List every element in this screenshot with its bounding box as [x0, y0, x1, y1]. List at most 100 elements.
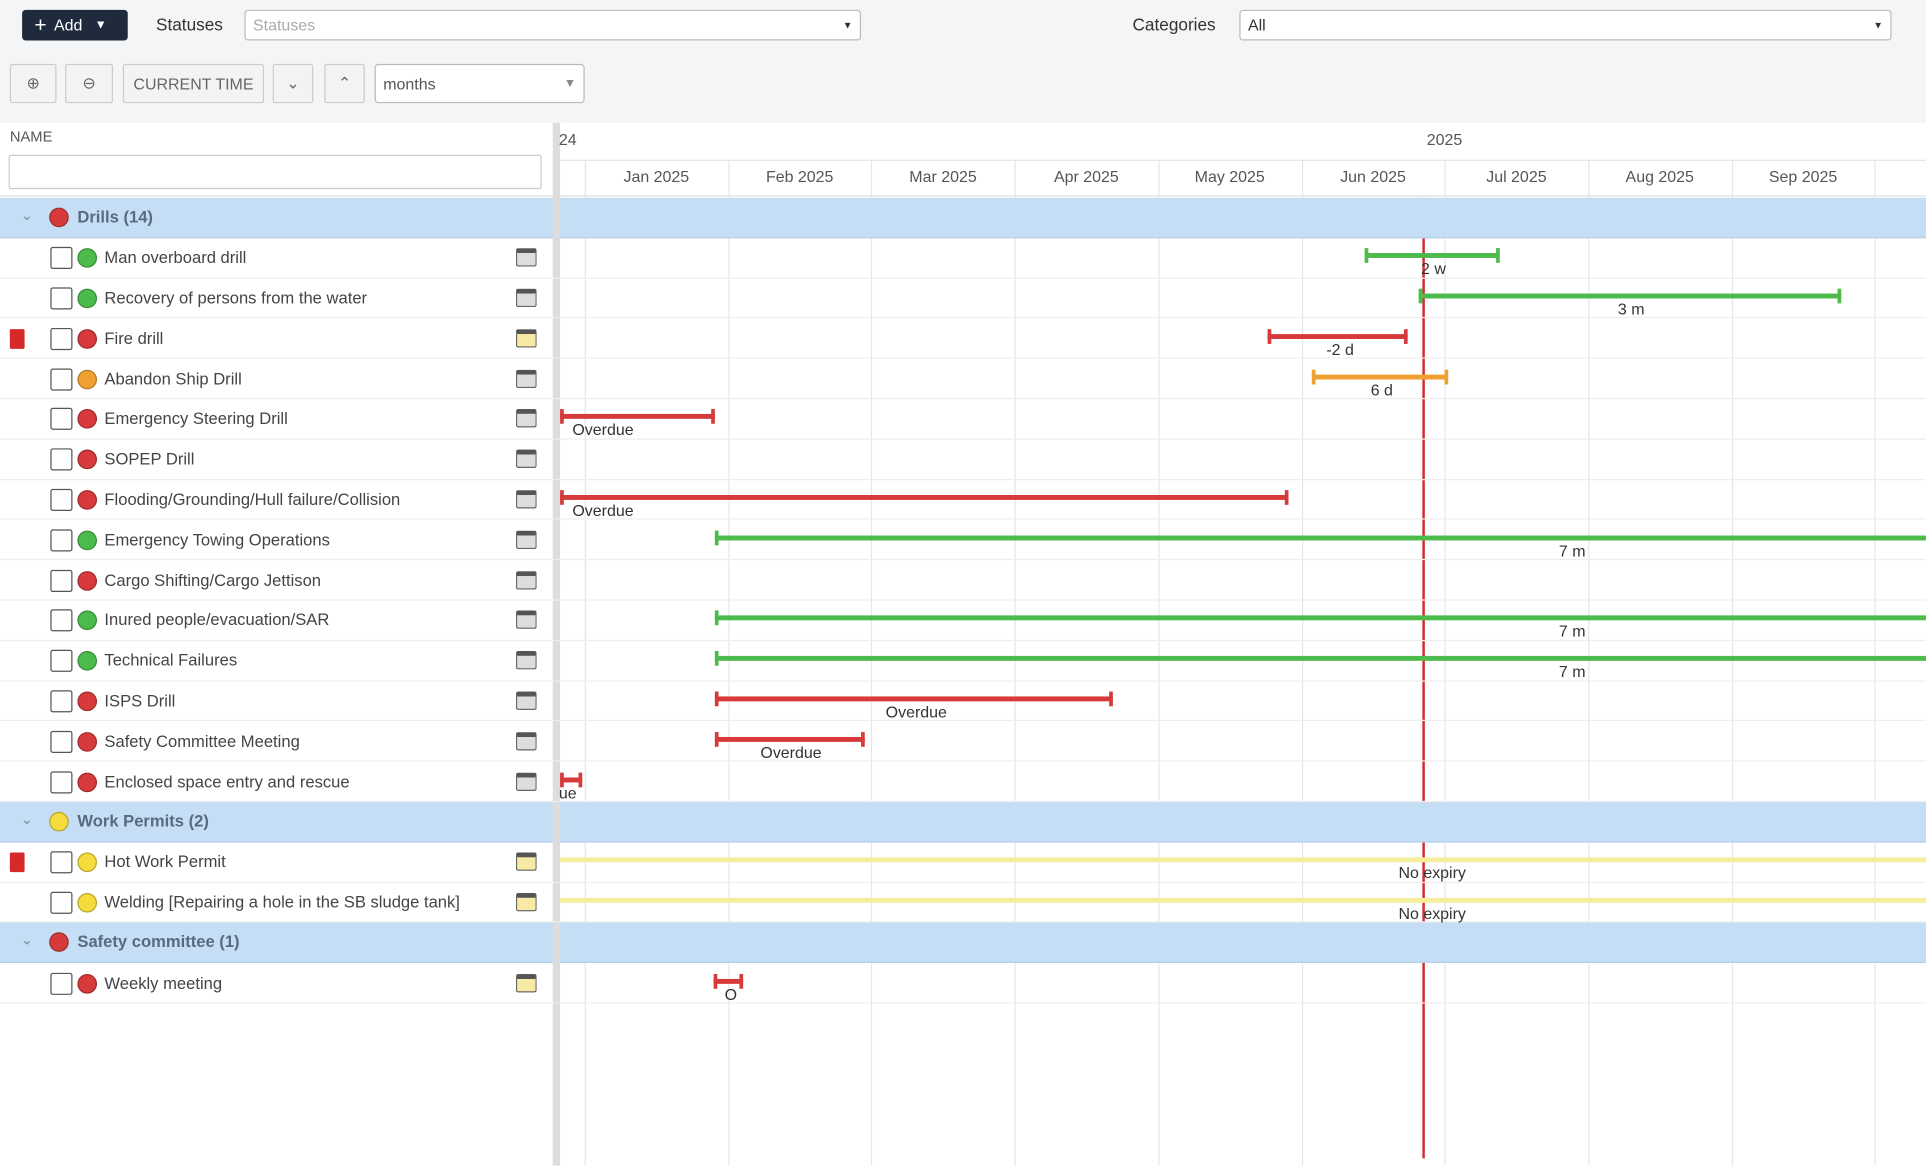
checkbox[interactable] [50, 690, 73, 713]
month-divider [1444, 159, 1446, 1166]
calendar-icon[interactable] [515, 772, 537, 791]
bar-cap [861, 731, 865, 747]
checkbox[interactable] [50, 730, 73, 753]
checkbox[interactable] [50, 488, 73, 511]
row-divider [0, 438, 1926, 440]
checkbox[interactable] [50, 367, 73, 391]
item-name: Technical Failures [104, 651, 238, 670]
checkbox[interactable] [50, 972, 73, 995]
bar-cap [714, 651, 719, 666]
statuses-select[interactable]: Statuses ▼ [244, 9, 862, 41]
checkbox[interactable] [50, 851, 73, 874]
bar-cap [739, 973, 744, 989]
categories-label: Categories [1132, 14, 1216, 35]
row-divider [0, 881, 1926, 883]
bar-cap [560, 490, 564, 505]
item-name: ISPS Drill [104, 691, 176, 710]
checkbox[interactable] [50, 650, 73, 673]
group-row-left [552, 197, 561, 239]
item-name: Safety Committee Meeting [104, 731, 300, 751]
zoom-out[interactable]: ⊖ [65, 63, 114, 104]
bar-cap [1284, 490, 1289, 505]
tree-header: NAME [0, 123, 553, 197]
calendar-icon[interactable] [515, 892, 537, 912]
checkbox[interactable] [50, 569, 73, 592]
bar [560, 897, 1926, 903]
status-dot [77, 530, 98, 551]
bar [1364, 253, 1500, 259]
statuses-label: Statuses [155, 14, 223, 35]
row-divider [0, 277, 1926, 279]
month-label: May 2025 [1194, 167, 1265, 186]
splitter[interactable] [552, 122, 561, 1166]
item-name: Emergency Towing Operations [104, 530, 330, 549]
bar-cap [714, 610, 719, 626]
calendar-icon[interactable] [515, 490, 537, 509]
bar [560, 495, 1289, 500]
calendar-icon[interactable] [515, 409, 537, 428]
add-button[interactable]: + Add ▼ [22, 9, 128, 41]
calendar-icon[interactable] [515, 248, 537, 267]
calendar-icon[interactable] [515, 691, 537, 710]
status-dot [77, 772, 98, 792]
calendar-icon[interactable] [515, 288, 537, 308]
bar [713, 978, 744, 984]
checkbox[interactable] [50, 247, 73, 270]
current-time-button[interactable]: CURRENT TIME [122, 63, 265, 104]
add-label: Add [53, 15, 83, 35]
calendar-icon[interactable] [515, 570, 537, 590]
group-label: Drills (14) [77, 207, 153, 227]
bar [560, 414, 715, 420]
status-dot [77, 369, 98, 389]
checkbox[interactable] [50, 770, 73, 793]
calendar-icon[interactable] [515, 852, 537, 872]
checkbox[interactable] [50, 448, 73, 471]
checkbox[interactable] [50, 891, 73, 914]
status-dot [77, 449, 98, 470]
row-divider [0, 679, 1926, 682]
calendar-icon[interactable] [515, 731, 537, 751]
categories-select[interactable]: All ▼ [1239, 9, 1892, 41]
status-dot [77, 651, 98, 671]
bar-cap [714, 691, 719, 707]
bar [1418, 293, 1842, 299]
group-row [0, 197, 1926, 239]
scale-select[interactable]: months ▼ [374, 63, 585, 104]
calendar-icon[interactable] [515, 328, 537, 348]
bar-cap [1496, 248, 1500, 264]
group-row [0, 802, 1926, 843]
calendar-icon[interactable] [515, 651, 537, 670]
row-divider [0, 800, 1926, 803]
status-dot [77, 731, 98, 752]
status-dot [77, 328, 98, 349]
bar [1311, 374, 1449, 380]
checkbox[interactable] [50, 287, 73, 310]
calendar-icon[interactable] [515, 973, 537, 992]
checkbox[interactable] [50, 529, 73, 552]
checkbox[interactable] [50, 609, 73, 632]
checkbox[interactable] [50, 408, 73, 431]
expand-all[interactable]: ⌄ [272, 63, 314, 104]
item-name: Welding [Repairing a hole in the SB slud… [104, 892, 460, 912]
pdf-icon [9, 328, 25, 349]
status-dot [77, 610, 98, 631]
month-divider [1301, 159, 1303, 1166]
month-divider [1874, 159, 1876, 1166]
month-divider [1158, 159, 1160, 1166]
month-label: Aug 2025 [1625, 167, 1694, 186]
calendar-icon[interactable] [515, 449, 537, 469]
calendar-icon[interactable] [515, 530, 537, 549]
collapse-all[interactable]: ⌃ [324, 63, 365, 104]
calendar-icon[interactable] [515, 610, 537, 630]
bar-cap [560, 772, 564, 787]
name-filter[interactable] [8, 154, 542, 190]
bar [560, 777, 583, 782]
calendar-icon[interactable] [515, 369, 537, 388]
bar [714, 615, 1926, 621]
checkbox[interactable] [50, 327, 73, 350]
row-divider [0, 599, 1926, 601]
bar-label: 6 d [1370, 380, 1393, 399]
month-divider [727, 159, 730, 1166]
zoom-in[interactable]: ⊕ [9, 63, 57, 104]
item-name: Hot Work Permit [104, 852, 226, 872]
